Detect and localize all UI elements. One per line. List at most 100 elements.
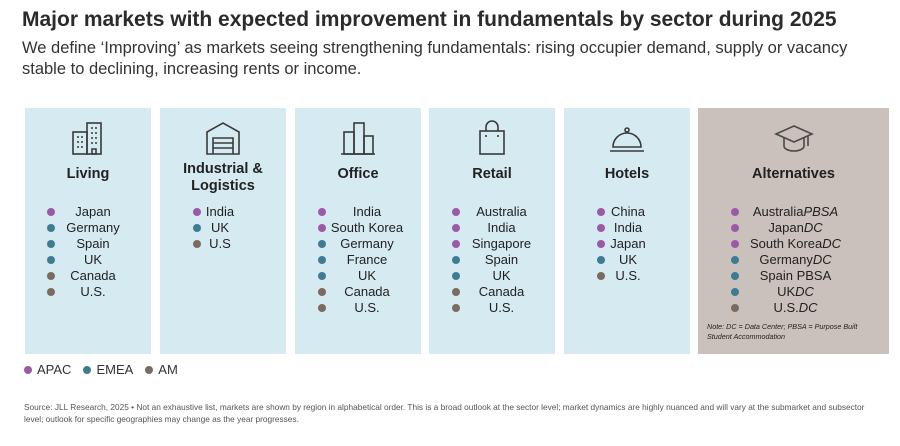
- market-item: Spain PBSA: [698, 268, 889, 284]
- market-name: GermanyDC: [759, 252, 832, 267]
- market-tag: DC: [798, 300, 818, 315]
- region-dot: [452, 272, 460, 280]
- market-item: AustraliaPBSA: [698, 204, 889, 220]
- market-name: Spain PBSA: [759, 268, 832, 283]
- office-towers-icon: [338, 118, 378, 158]
- market-name: Canada: [478, 284, 525, 299]
- region-dot: [47, 208, 55, 216]
- market-item: U.S.: [564, 268, 690, 284]
- market-item: France: [295, 252, 421, 268]
- market-item: Japan: [25, 204, 151, 220]
- region-dot: [731, 304, 739, 312]
- market-item: India: [160, 204, 286, 220]
- warehouse-icon: [203, 118, 243, 158]
- region-dot: [318, 208, 326, 216]
- market-name: Germany: [340, 236, 394, 251]
- region-legend: APAC EMEA AM: [24, 362, 190, 377]
- market-name: UK: [83, 252, 103, 267]
- market-name: U.S.: [80, 284, 106, 299]
- market-name: UK: [210, 220, 230, 235]
- region-dot: [452, 256, 460, 264]
- market-item: U.S.DC: [698, 300, 889, 316]
- building-icon: [68, 118, 108, 158]
- market-name: Canada: [70, 268, 116, 283]
- region-dot: [47, 272, 55, 280]
- region-dot: [47, 288, 55, 296]
- region-dot: [731, 240, 739, 248]
- source-note: Source: JLL Research, 2025 • Not an exha…: [24, 402, 865, 424]
- region-dot: [597, 240, 605, 248]
- market-name: India: [613, 220, 643, 235]
- legend-dot: [145, 365, 154, 374]
- market-tag: DC: [822, 236, 842, 251]
- market-item: UK: [25, 252, 151, 268]
- market-item: India: [295, 204, 421, 220]
- region-dot: [193, 240, 201, 248]
- region-dot: [318, 288, 326, 296]
- region-dot: [318, 272, 326, 280]
- market-item: South KoreaDC: [698, 236, 889, 252]
- market-list: China India Japan UK U.S.: [564, 204, 690, 284]
- legend-dot: [24, 365, 32, 374]
- region-dot: [597, 256, 605, 264]
- market-item: Spain: [25, 236, 151, 252]
- market-name: JapanDC: [768, 220, 823, 235]
- region-dot: [452, 224, 460, 232]
- sector-card-hotels: Hotels China India Japan UK U.S.: [564, 108, 690, 354]
- market-item: Singapore: [429, 236, 555, 252]
- legend-item-am: AM: [145, 362, 178, 377]
- region-dot: [597, 208, 605, 216]
- market-name: UKDC: [777, 284, 814, 299]
- market-name: France: [346, 252, 388, 267]
- market-item: JapanDC: [698, 220, 889, 236]
- region-dot: [318, 240, 326, 248]
- sector-title: Alternatives: [751, 166, 835, 182]
- market-name: U.S.: [615, 268, 641, 283]
- market-tag: DC: [812, 252, 832, 267]
- market-item: Japan: [564, 236, 690, 252]
- market-name: U.S: [209, 236, 231, 251]
- market-list: India UK U.S: [160, 204, 286, 252]
- region-dot: [318, 304, 326, 312]
- market-name: UK: [492, 268, 511, 283]
- region-dot: [731, 288, 739, 296]
- market-item: GermanyDC: [698, 252, 889, 268]
- market-name: India: [487, 220, 516, 235]
- market-tag: DC: [795, 284, 814, 299]
- sector-title: Industrial & Logistics: [183, 161, 263, 194]
- market-name: India: [352, 204, 382, 219]
- region-dot: [452, 240, 460, 248]
- sector-card-alternatives: Alternatives AustraliaPBSA JapanDC South Ko…: [698, 108, 889, 354]
- market-name: Australia: [476, 204, 527, 219]
- region-dot: [731, 256, 739, 264]
- market-name: UK: [357, 268, 377, 283]
- sector-card-living: Living Japan Germany Spain UK Canada U.S.: [25, 108, 151, 354]
- market-item: Germany: [295, 236, 421, 252]
- market-item: India: [429, 220, 555, 236]
- market-list: Japan Germany Spain UK Canada U.S.: [25, 204, 151, 300]
- region-dot: [318, 224, 326, 232]
- sector-title: Retail: [472, 166, 512, 182]
- market-item: UKDC: [698, 284, 889, 300]
- market-item: Canada: [25, 268, 151, 284]
- market-name: Canada: [344, 284, 390, 299]
- market-list: Australia India Singapore Spain UK Canada U.S.: [429, 204, 555, 316]
- legend-label: AM: [158, 362, 178, 377]
- region-dot: [452, 304, 460, 312]
- market-item: Australia: [429, 204, 555, 220]
- sector-title: Office: [337, 166, 379, 182]
- market-name: U.S.: [488, 300, 515, 315]
- region-dot: [731, 272, 739, 280]
- market-item: U.S.: [295, 300, 421, 316]
- region-dot: [731, 208, 739, 216]
- shopping-bag-icon: [472, 118, 512, 158]
- market-name: China: [611, 204, 645, 219]
- market-item: U.S.: [429, 300, 555, 316]
- sector-card-office: Office India South Korea Germany France UK Can…: [295, 108, 421, 354]
- market-item: South Korea: [295, 220, 421, 236]
- region-dot: [452, 288, 460, 296]
- market-list: AustraliaPBSA JapanDC South KoreaDC Germany…: [698, 204, 889, 316]
- sector-card-industrial-logistics: Industrial & Logistics India UK U.S: [160, 108, 286, 354]
- market-name: Singapore: [471, 236, 532, 251]
- market-item: UK: [295, 268, 421, 284]
